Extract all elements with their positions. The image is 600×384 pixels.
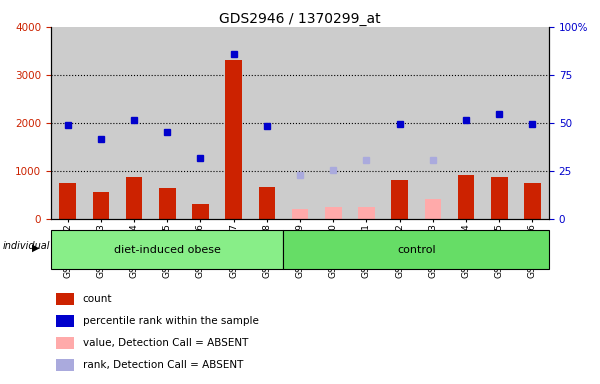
Bar: [92, 192, 109, 219]
Bar: [524, 184, 541, 219]
Bar: [283, 27, 317, 219]
Bar: [56, 337, 74, 349]
Text: value, Detection Call = ABSENT: value, Detection Call = ABSENT: [83, 338, 248, 348]
Bar: [51, 27, 84, 219]
Bar: [317, 27, 350, 219]
Bar: [491, 177, 508, 219]
Bar: [151, 27, 184, 219]
Bar: [184, 27, 217, 219]
Bar: [350, 27, 383, 219]
Text: count: count: [83, 294, 112, 304]
Bar: [383, 27, 416, 219]
Bar: [325, 207, 341, 219]
Bar: [259, 187, 275, 219]
Bar: [449, 27, 482, 219]
Title: GDS2946 / 1370299_at: GDS2946 / 1370299_at: [219, 12, 381, 26]
Bar: [358, 207, 375, 219]
Bar: [458, 175, 475, 219]
Bar: [84, 27, 118, 219]
Bar: [51, 230, 283, 269]
Bar: [516, 27, 549, 219]
Bar: [56, 315, 74, 327]
Bar: [250, 27, 283, 219]
Bar: [126, 177, 142, 219]
Bar: [59, 183, 76, 219]
Text: ▶: ▶: [32, 243, 39, 253]
Text: control: control: [397, 245, 436, 255]
Text: diet-induced obese: diet-induced obese: [114, 245, 221, 255]
Bar: [292, 209, 308, 219]
Bar: [56, 359, 74, 371]
Bar: [416, 27, 449, 219]
Text: individual: individual: [2, 241, 50, 251]
Bar: [192, 204, 209, 219]
Bar: [56, 293, 74, 305]
Bar: [425, 199, 441, 219]
Text: rank, Detection Call = ABSENT: rank, Detection Call = ABSENT: [83, 360, 243, 370]
Bar: [283, 230, 549, 269]
Bar: [391, 180, 408, 219]
Text: percentile rank within the sample: percentile rank within the sample: [83, 316, 259, 326]
Bar: [226, 60, 242, 219]
Bar: [118, 27, 151, 219]
Bar: [217, 27, 250, 219]
Bar: [482, 27, 516, 219]
Bar: [159, 188, 176, 219]
